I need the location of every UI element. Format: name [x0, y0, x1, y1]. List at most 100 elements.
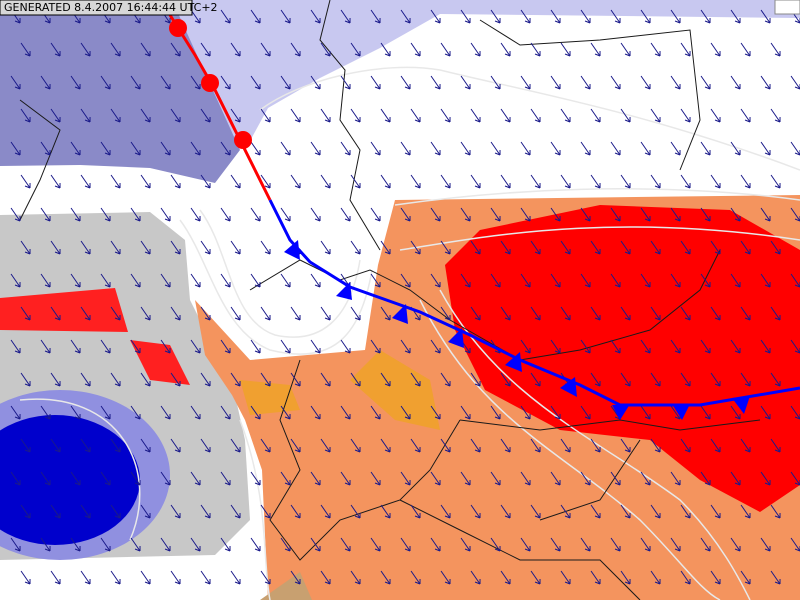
wind-arrow: [310, 9, 321, 24]
wind-arrow: [740, 570, 751, 585]
wind-arrow: [730, 405, 741, 420]
wind-arrow: [260, 570, 271, 585]
wind-arrow: [710, 240, 721, 255]
wind-arrow: [260, 306, 271, 321]
wind-arrow: [10, 405, 21, 420]
wind-arrow: [760, 339, 771, 354]
wind-arrow: [730, 471, 741, 486]
wind-arrow: [430, 471, 441, 486]
wind-arrow: [490, 471, 501, 486]
wind-arrow: [190, 405, 201, 420]
wind-arrow: [380, 240, 391, 255]
wind-arrow: [740, 438, 751, 453]
red-patch: [130, 340, 190, 385]
wind-arrow: [260, 42, 271, 57]
wind-arrow: [410, 570, 421, 585]
border-line: [319, 0, 381, 251]
wind-arrow: [490, 141, 501, 156]
wind-arrow: [640, 339, 651, 354]
wind-arrow: [730, 9, 741, 24]
wind-arrow: [170, 438, 181, 453]
wind-arrow: [230, 174, 241, 189]
wind-arrow: [70, 141, 81, 156]
wind-arrow: [670, 339, 681, 354]
wind-arrow: [140, 438, 151, 453]
wind-arrow: [400, 339, 411, 354]
wind-arrow: [430, 273, 441, 288]
blue-core: [0, 415, 140, 545]
wind-arrow: [350, 240, 361, 255]
wind-arrow: [440, 438, 451, 453]
wind-arrow: [380, 504, 391, 519]
wind-arrow: [710, 570, 721, 585]
wind-arrow: [140, 240, 151, 255]
wind-arrow: [650, 438, 661, 453]
wind-arrow: [440, 306, 451, 321]
wind-arrow: [560, 174, 571, 189]
wind-arrow: [280, 273, 291, 288]
wind-arrow: [80, 108, 91, 123]
wind-arrow: [610, 273, 621, 288]
wind-arrow: [740, 504, 751, 519]
wind-arrow: [530, 570, 541, 585]
wind-arrow: [730, 207, 741, 222]
wind-arrow: [80, 504, 91, 519]
wind-arrow: [80, 570, 91, 585]
wind-arrow: [170, 570, 181, 585]
wind-arrow: [70, 537, 81, 552]
wind-arrow: [380, 570, 391, 585]
wind-arrow: [140, 174, 151, 189]
wind-arrow: [560, 438, 571, 453]
wind-arrow: [760, 405, 771, 420]
wind-arrow: [220, 339, 231, 354]
wind-arrow: [370, 141, 381, 156]
wind-arrow: [550, 9, 561, 24]
wind-arrow: [130, 75, 141, 90]
wind-arrow: [590, 372, 601, 387]
wind-arrow: [580, 141, 591, 156]
wind-arrow: [100, 537, 111, 552]
wind-arrow: [80, 438, 91, 453]
wind-arrow: [430, 207, 441, 222]
wind-arrow: [320, 570, 331, 585]
wind-arrow: [130, 141, 141, 156]
wind-arrow: [200, 42, 211, 57]
wind-arrow: [160, 405, 171, 420]
wind-arrow: [460, 207, 471, 222]
wind-arrow: [520, 75, 531, 90]
wind-arrow: [100, 339, 111, 354]
wind-arrow: [160, 273, 171, 288]
wind-arrow: [350, 306, 361, 321]
wind-arrow: [230, 504, 241, 519]
wind-arrow: [640, 141, 651, 156]
wind-arrow: [320, 438, 331, 453]
wind-arrow: [220, 405, 231, 420]
wind-arrow: [590, 504, 601, 519]
wind-arrow: [590, 42, 601, 57]
wind-arrow: [490, 75, 501, 90]
wind-arrow: [790, 471, 800, 486]
wind-arrow: [710, 306, 721, 321]
wind-arrow: [320, 240, 331, 255]
cold-front-symbol: [392, 304, 408, 324]
wind-arrow: [620, 306, 631, 321]
wind-arrow: [460, 141, 471, 156]
wind-arrow: [640, 405, 651, 420]
wind-arrow: [770, 174, 781, 189]
wind-arrow: [410, 42, 421, 57]
wind-arrow: [430, 75, 441, 90]
wind-arrow: [580, 207, 591, 222]
wind-arrow: [40, 207, 51, 222]
wind-arrow: [310, 471, 321, 486]
wind-arrow: [460, 471, 471, 486]
wind-arrow: [290, 42, 301, 57]
wind-arrow: [790, 537, 800, 552]
wind-arrow: [20, 372, 31, 387]
wind-arrow: [530, 372, 541, 387]
wind-arrow: [580, 75, 591, 90]
purple-region: [0, 0, 240, 183]
wind-arrow: [370, 339, 381, 354]
wind-arrow: [320, 372, 331, 387]
wind-arrow: [760, 273, 771, 288]
wind-arrow: [620, 174, 631, 189]
